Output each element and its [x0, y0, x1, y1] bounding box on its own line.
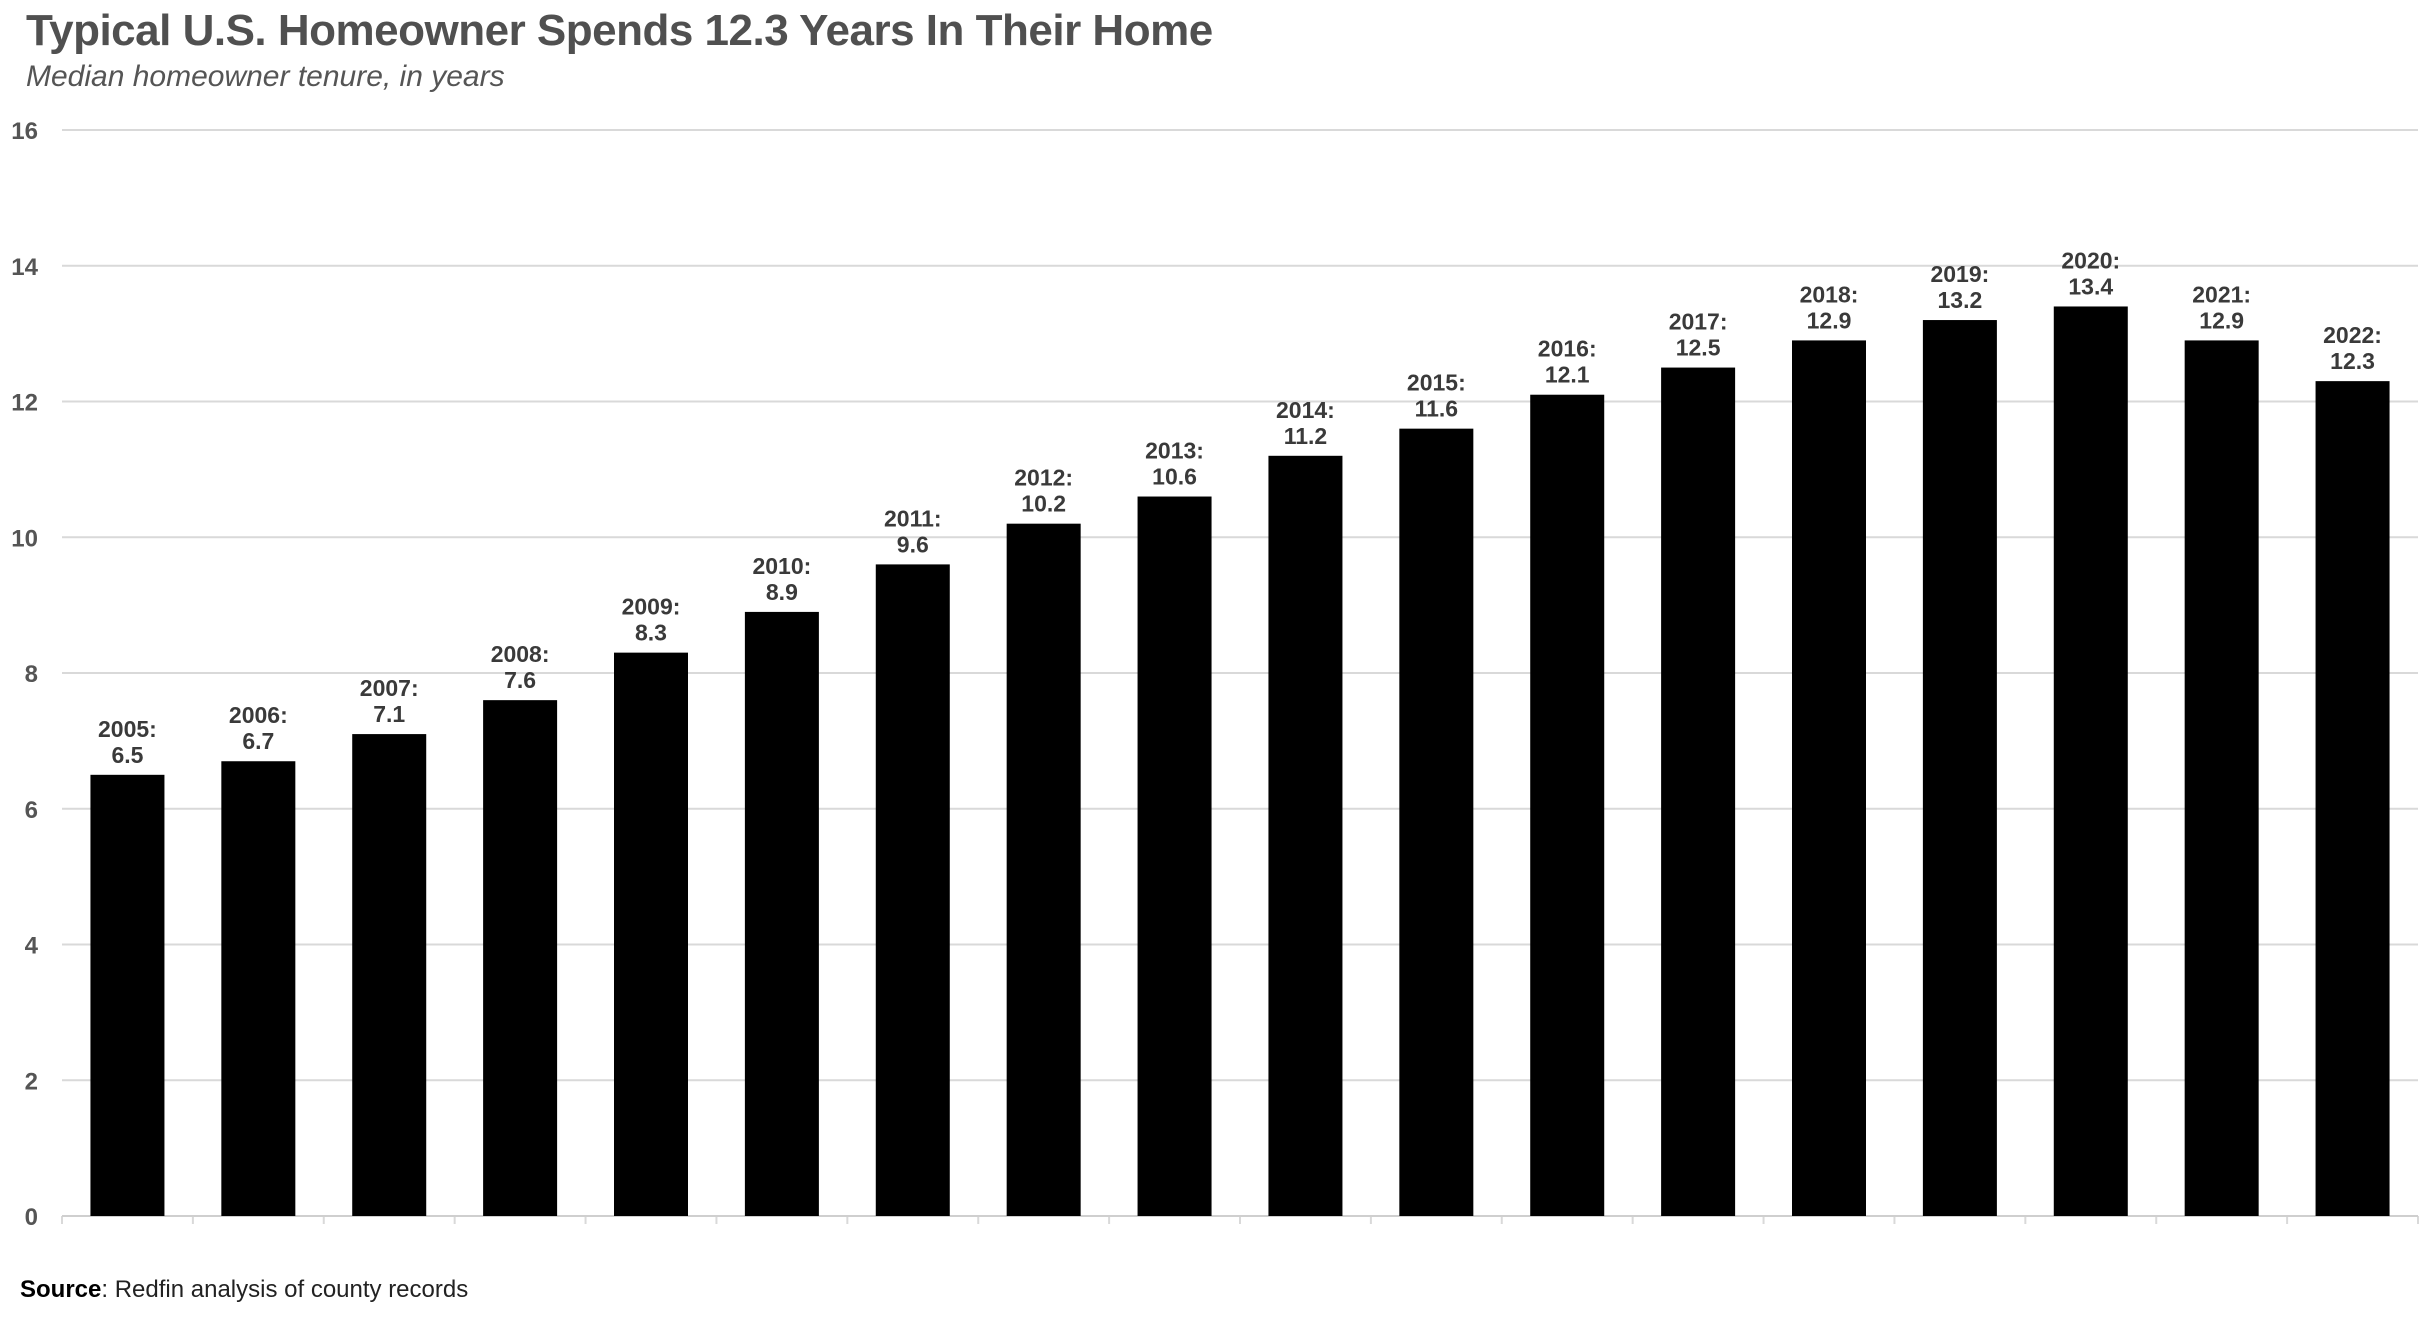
y-tick-label: 4: [25, 933, 39, 960]
bar-2021: [2184, 340, 2259, 1217]
y-tick-label: 8: [25, 661, 38, 688]
data-label-value: 8.3: [635, 620, 667, 646]
data-label-value: 13.2: [1938, 287, 1983, 313]
data-label-value: 12.9: [1807, 307, 1852, 333]
data-label-year: 2008:: [491, 641, 550, 667]
data-labels: 2005:6.5 2006:6.7 2007:7.1 2008:7.6 2009:8.3…: [98, 247, 2382, 767]
data-label-value: 11.6: [1415, 396, 1459, 422]
bar-2008: [483, 700, 558, 1216]
bar-2009: [614, 652, 688, 1216]
bar-2016: [1530, 394, 1605, 1216]
source-text: : Redfin analysis of county records: [101, 1276, 469, 1303]
bar-2019: [1922, 320, 1997, 1216]
y-tick-label: 10: [11, 525, 38, 552]
data-label-value: 12.9: [2199, 307, 2244, 333]
data-label-value: 12.1: [1545, 362, 1590, 388]
data-label-value: 7.6: [504, 667, 536, 693]
bar-2013: [1137, 496, 1212, 1216]
source-note: Source: Redfin analysis of county record…: [20, 1276, 468, 1304]
data-label-year: 2021:: [2192, 281, 2251, 307]
source-label: Source: [20, 1276, 102, 1303]
data-label-value: 6.5: [111, 742, 143, 768]
data-label-value: 10.2: [1021, 491, 1066, 517]
data-label-value: 12.3: [2330, 348, 2375, 374]
data-label-year: 2016:: [1538, 336, 1597, 362]
data-label-year: 2022:: [2323, 322, 2382, 348]
data-label-value: 10.6: [1152, 464, 1197, 490]
y-tick-label: 12: [11, 390, 38, 417]
data-label-year: 2005:: [98, 716, 157, 742]
bar-2022: [2315, 381, 2390, 1216]
data-label-year: 2007:: [360, 675, 419, 701]
data-label-year: 2009:: [622, 594, 681, 620]
y-axis-tick-labels: 0 2 4 6 8 10 12 14 16: [11, 118, 38, 1231]
bar-2005: [90, 774, 165, 1216]
data-label-year: 2012:: [1014, 465, 1073, 491]
y-tick-label: 14: [11, 254, 38, 281]
bar-2017: [1661, 367, 1736, 1216]
data-label-value: 11.2: [1284, 423, 1328, 449]
bar-2010: [744, 611, 819, 1216]
bar-2020: [2053, 306, 2128, 1217]
data-label-year: 2019:: [1930, 261, 1989, 287]
y-tick-label: 2: [25, 1068, 38, 1095]
bar-2012: [1006, 523, 1081, 1216]
data-label-year: 2018:: [1800, 281, 1859, 307]
bar-2011: [875, 564, 950, 1216]
data-label-year: 2017:: [1669, 309, 1728, 335]
chart-title: Typical U.S. Homeowner Spends 12.3 Years…: [26, 6, 1213, 55]
bar-2006: [221, 761, 296, 1216]
data-label-year: 2011:: [884, 505, 942, 531]
bars: [90, 306, 2390, 1217]
data-label-value: 12.5: [1676, 335, 1721, 361]
chart-subtitle: Median homeowner tenure, in years: [26, 60, 505, 93]
y-tick-label: 0: [25, 1204, 38, 1231]
data-label-year: 2020:: [2061, 247, 2120, 273]
data-label-value: 6.7: [242, 728, 274, 754]
bar-2007: [352, 734, 427, 1216]
data-label-value: 13.4: [2068, 273, 2113, 299]
bar-2014: [1268, 455, 1343, 1216]
bar-2015: [1399, 428, 1474, 1216]
data-label-year: 2014:: [1276, 397, 1335, 423]
data-label-year: 2013:: [1145, 438, 1204, 464]
x-axis-ticks: [61, 1215, 2419, 1224]
data-label-year: 2015:: [1407, 370, 1466, 396]
data-label-value: 8.9: [766, 579, 798, 605]
data-label-year: 2010:: [752, 553, 811, 579]
data-label-value: 7.1: [373, 701, 405, 727]
data-label-value: 9.6: [897, 531, 929, 557]
data-label-year: 2006:: [229, 702, 288, 728]
bar-2018: [1792, 340, 1866, 1217]
gridlines: [62, 129, 2418, 1217]
y-tick-label: 16: [11, 118, 38, 145]
y-tick-label: 6: [25, 797, 38, 824]
